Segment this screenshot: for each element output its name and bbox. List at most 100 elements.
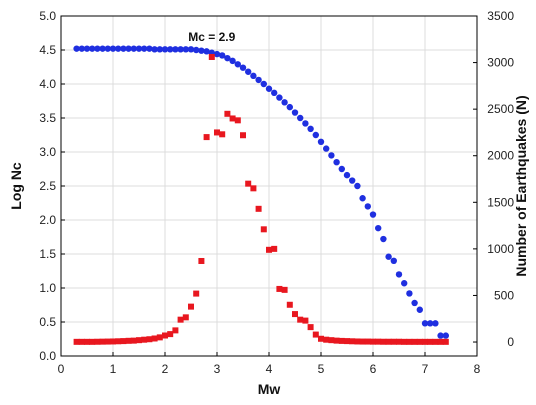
earthquake-count-point	[344, 338, 350, 345]
earthquake-count-point	[318, 335, 324, 342]
earthquake-count-point	[328, 337, 335, 344]
left-tick-label: 2.0	[39, 213, 56, 227]
earthquake-count-point	[364, 338, 371, 345]
log-nc-point	[151, 46, 158, 53]
log-nc-point	[213, 50, 221, 58]
log-nc-point	[416, 306, 423, 313]
earthquake-count-point	[104, 338, 111, 345]
right-tick-label: 500	[494, 288, 514, 302]
log-nc-point	[359, 195, 366, 202]
log-nc-point	[271, 89, 278, 97]
earthquake-count-point	[172, 327, 179, 334]
log-nc-point	[104, 45, 112, 52]
log-nc-point	[135, 45, 143, 52]
earthquake-count-point	[427, 338, 434, 345]
earthquake-count-point	[276, 285, 283, 292]
log-nc-point	[385, 253, 392, 260]
x-tick-label: 7	[422, 362, 429, 376]
earthquake-count-point	[229, 115, 236, 122]
left-tick-label: 3.5	[39, 111, 56, 125]
earthquake-count-point	[250, 185, 257, 192]
earthquake-count-point	[240, 132, 246, 139]
log-nc-point	[187, 46, 195, 53]
earthquake-count-point	[432, 338, 439, 345]
earthquake-count-point	[162, 332, 168, 339]
earthquake-count-point	[136, 337, 142, 344]
x-axis-ticks: 0 1 2 3 4 5 6 7 8	[58, 352, 481, 376]
log-nc-point	[193, 46, 200, 54]
earthquake-count-series	[73, 53, 449, 345]
log-nc-point	[198, 47, 205, 54]
earthquake-count-point	[94, 338, 101, 345]
earthquake-count-point	[89, 338, 96, 345]
earthquake-count-point	[385, 338, 392, 345]
log-nc-point	[437, 332, 444, 339]
earthquake-count-point	[141, 336, 148, 343]
earthquake-count-point	[260, 226, 267, 233]
log-nc-point	[245, 68, 252, 75]
log-nc-point	[115, 45, 122, 52]
earthquake-count-point	[266, 246, 272, 253]
earthquake-count-point	[422, 338, 428, 345]
log-nc-point	[291, 109, 299, 116]
earthquake-count-point	[302, 317, 309, 324]
log-nc-point	[89, 45, 96, 52]
log-nc-point	[255, 76, 262, 84]
earthquake-count-point	[208, 53, 215, 60]
log-nc-point	[219, 52, 226, 59]
log-nc-point	[421, 320, 429, 327]
log-nc-point	[432, 320, 439, 327]
x-tick-label: 5	[318, 362, 325, 376]
log-nc-point	[286, 103, 293, 111]
earthquake-count-point	[354, 338, 361, 345]
log-nc-point	[224, 54, 231, 62]
right-tick-label: 1000	[487, 242, 514, 256]
earthquake-count-point	[188, 303, 194, 310]
log-nc-point	[78, 45, 86, 52]
log-nc-point	[328, 152, 335, 159]
log-nc-point	[375, 224, 382, 232]
earthquake-count-point	[84, 338, 90, 345]
log-nc-point	[109, 45, 117, 52]
earthquake-count-point	[78, 338, 85, 345]
log-nc-point	[203, 48, 210, 55]
earthquake-count-point	[281, 286, 288, 293]
left-tick-label: 5.0	[39, 9, 56, 23]
log-nc-point	[239, 64, 247, 71]
earthquake-count-point	[333, 337, 340, 344]
log-nc-point	[94, 45, 101, 52]
right-tick-label: 3000	[487, 56, 514, 70]
right-tick-label: 1500	[487, 195, 514, 209]
log-nc-point	[281, 99, 288, 106]
right-tick-label: 3500	[487, 9, 514, 23]
x-axis-title: Mw	[258, 381, 281, 397]
log-nc-point	[323, 145, 330, 152]
log-nc-point	[317, 138, 325, 145]
log-nc-point	[265, 85, 273, 92]
log-nc-point	[297, 114, 304, 122]
x-tick-label: 6	[370, 362, 377, 376]
earthquake-count-point	[120, 338, 127, 345]
right-axis-ticks: 0 500 1000 1500 2000 2500 3000 3500	[473, 9, 514, 349]
earthquake-count-point	[115, 338, 122, 345]
left-tick-label: 4.5	[39, 43, 56, 57]
earthquake-count-point	[323, 336, 330, 343]
earthquake-count-point	[406, 338, 413, 345]
earthquake-count-point	[146, 336, 153, 343]
x-tick-label: 4	[266, 362, 273, 376]
log-nc-point	[146, 45, 153, 52]
x-tick-label: 2	[162, 362, 169, 376]
log-nc-point	[390, 257, 397, 264]
log-nc-point	[141, 45, 148, 52]
x-tick-label: 3	[214, 362, 221, 376]
left-tick-label: 1.0	[39, 281, 56, 295]
earthquake-count-point	[390, 338, 397, 345]
log-nc-point	[130, 45, 137, 52]
earthquake-count-point	[214, 129, 220, 136]
right-tick-label: 2000	[487, 149, 514, 163]
earthquake-count-point	[437, 338, 444, 345]
left-tick-label: 2.5	[39, 179, 56, 193]
earthquake-count-point	[411, 338, 418, 345]
earthquake-count-point	[396, 338, 402, 345]
